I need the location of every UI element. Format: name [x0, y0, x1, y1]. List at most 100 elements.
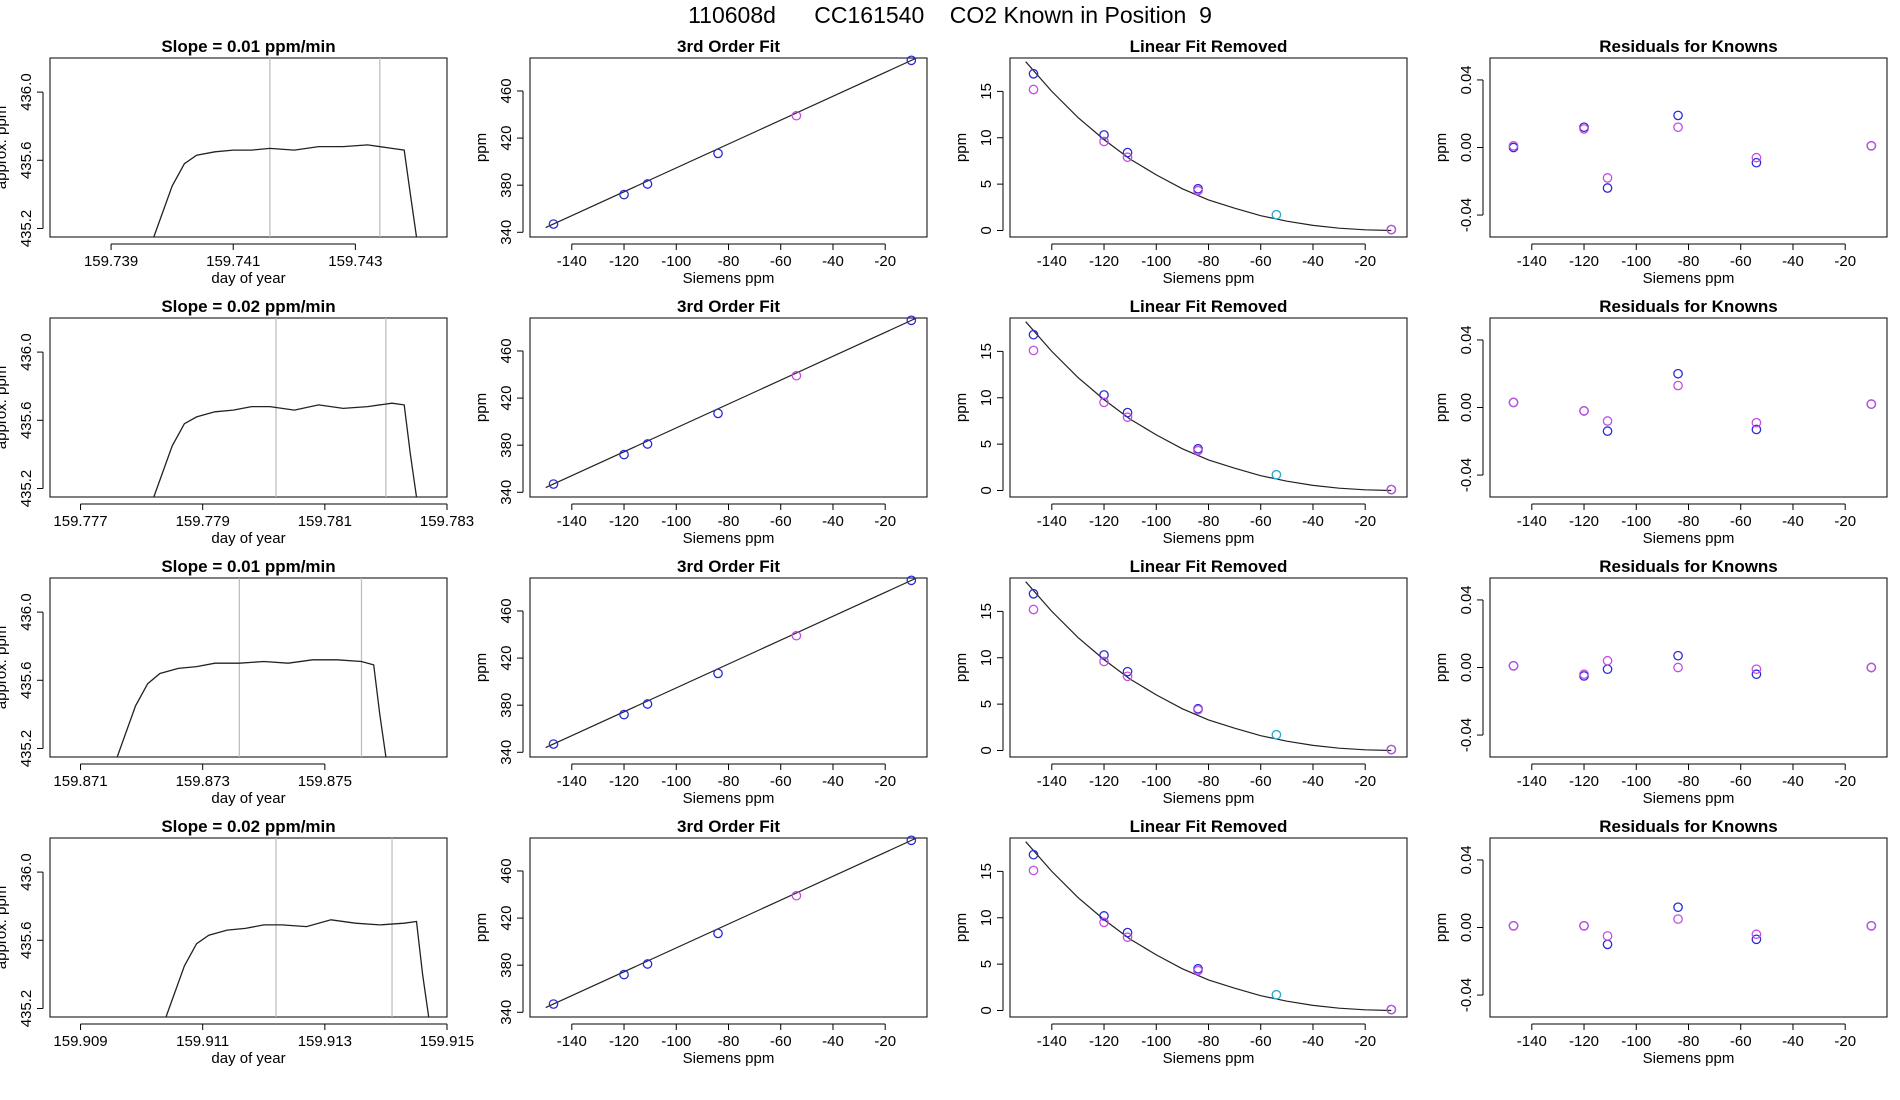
resid-1-ytick-label-0: -0.04	[1458, 198, 1475, 232]
fit-2-xtick-label-2: -100	[661, 513, 691, 530]
fit-2-ytick-label-3: 460	[498, 338, 515, 363]
resid-1-ytick-label-2: 0.04	[1458, 65, 1475, 94]
linfit-4-frame	[1009, 837, 1408, 1018]
fit-2-ylabel: ppm	[473, 393, 490, 422]
linfit-3-point-10	[1386, 744, 1397, 755]
trace-4-xtick-label-3: 159.915	[420, 1033, 474, 1050]
resid-2-xtick-label-2: -100	[1621, 513, 1651, 530]
linfit-1-xtick-label-3: -80	[1198, 253, 1220, 270]
linfit-2-ytick-label-0: 0	[978, 486, 995, 494]
resid-2-point-5	[1602, 416, 1613, 426]
linfit-3-point-3	[1099, 656, 1109, 667]
trace-4-title: Slope = 0.02 ppm/min	[161, 817, 335, 836]
resid-3-point-9	[1751, 664, 1762, 675]
linfit-2-point-8	[1271, 469, 1282, 480]
trace-4-ytick-label-2: 436.0	[18, 853, 35, 891]
fit-1-point-3	[713, 148, 723, 159]
linfit-2-fit-curve	[1025, 321, 1392, 492]
trace-4-xtick-label-0: 159.909	[53, 1033, 107, 1050]
resid-1-point-8	[1751, 157, 1762, 168]
resid-4-point-11	[1866, 920, 1877, 931]
fit-1-frame	[529, 57, 928, 238]
resid-1-title: Residuals for Knowns	[1599, 37, 1778, 56]
linfit-2-point-1	[1028, 345, 1039, 356]
linfit-4-ylabel: ppm	[953, 913, 970, 942]
linfit-1-xtick-label-0: -140	[1037, 253, 1067, 270]
fit-3-point-0	[548, 739, 559, 749]
fit-4-ytick-label-3: 460	[498, 858, 515, 883]
fit-4-xtick-label-2: -100	[661, 1033, 691, 1050]
resid-1-xtick-label-3: -80	[1678, 253, 1700, 270]
resid-1-point-6	[1673, 110, 1683, 121]
trace-1-xtick-label-0: 159.739	[84, 253, 138, 270]
resid-4-ytick-label-1: 0.00	[1458, 913, 1475, 942]
resid-1-xlabel: Siemens ppm	[1643, 270, 1735, 287]
resid-3-xlabel: Siemens ppm	[1643, 790, 1735, 807]
fit-1-xtick-label-1: -120	[609, 253, 639, 270]
trace-3-xtick-label-1: 159.873	[176, 773, 230, 790]
trace-3-series-line	[116, 659, 387, 757]
trace-3-ytick-label-0: 435.2	[18, 730, 35, 768]
fit-4-xtick-label-6: -20	[874, 1033, 896, 1050]
linfit-1-point-4	[1122, 147, 1133, 158]
fit-4-title: 3rd Order Fit	[677, 817, 780, 836]
resid-4-point-1	[1508, 920, 1519, 931]
resid-2-frame	[1489, 317, 1888, 498]
linfit-1-ytick-label-1: 5	[978, 180, 995, 188]
fit-1-xtick-label-3: -80	[718, 253, 740, 270]
page-title: 110608d CC161540 CO2 Known in Position 9	[688, 2, 1212, 28]
resid-1-point-11	[1866, 140, 1877, 151]
resid-3-xtick-label-6: -20	[1834, 773, 1856, 790]
linfit-2-ylabel: ppm	[953, 393, 970, 422]
resid-2-xtick-label-1: -120	[1569, 513, 1599, 530]
trace-1-xlabel: day of year	[211, 270, 285, 287]
resid-3-ylabel: ppm	[1433, 653, 1450, 682]
trace-4-xlabel: day of year	[211, 1050, 285, 1067]
fit-3-xtick-label-1: -120	[609, 773, 639, 790]
trace-4-ylabel: approx. ppm	[0, 886, 10, 969]
fit-4-xtick-label-1: -120	[609, 1033, 639, 1050]
linfit-3-xtick-label-1: -120	[1089, 773, 1119, 790]
resid-2-ytick-label-2: 0.04	[1458, 325, 1475, 354]
fit-3-xtick-label-4: -60	[770, 773, 792, 790]
fit-1-ytick-label-1: 380	[498, 173, 515, 198]
resid-4-point-8	[1751, 934, 1762, 945]
resid-4-frame	[1489, 837, 1888, 1018]
fit-4-point-2	[642, 959, 653, 969]
fit-1-ytick-label-2: 420	[498, 126, 515, 151]
fit-4-point-3	[713, 928, 723, 939]
resid-4-xtick-label-1: -120	[1569, 1033, 1599, 1050]
fit-2-frame	[529, 317, 928, 498]
linfit-2-xtick-label-0: -140	[1037, 513, 1067, 530]
linfit-3-frame	[1009, 577, 1408, 758]
trace-1-ytick-label-0: 435.2	[18, 210, 35, 248]
resid-4-point-5	[1602, 931, 1613, 941]
linfit-2-xtick-label-6: -20	[1354, 513, 1376, 530]
resid-4-xtick-label-6: -20	[1834, 1033, 1856, 1050]
fit-1-point-2	[642, 179, 653, 189]
fit-1-xtick-label-6: -20	[874, 253, 896, 270]
trace-2-series-line	[153, 402, 418, 497]
resid-3-point-6	[1673, 650, 1683, 661]
trace-2-ytick-label-1: 435.6	[18, 402, 35, 440]
trace-2-frame	[49, 317, 448, 498]
fit-3-point-5	[906, 575, 917, 586]
trace-3-ytick-label-2: 436.0	[18, 593, 35, 631]
linfit-4-point-3	[1099, 917, 1109, 928]
linfit-2-point-4	[1122, 407, 1133, 418]
fit-2-xtick-label-4: -60	[770, 513, 792, 530]
linfit-2-ytick-label-1: 5	[978, 440, 995, 448]
resid-4-xtick-label-2: -100	[1621, 1033, 1651, 1050]
linfit-3-xtick-label-3: -80	[1198, 773, 1220, 790]
fit-3-xtick-label-2: -100	[661, 773, 691, 790]
fit-3-point-4	[791, 630, 802, 641]
linfit-3-ytick-label-0: 0	[978, 746, 995, 754]
linfit-3-ytick-label-2: 10	[978, 649, 995, 666]
fit-2-xtick-label-5: -40	[822, 513, 844, 530]
linfit-4-title: Linear Fit Removed	[1130, 817, 1288, 836]
resid-3-xtick-label-2: -100	[1621, 773, 1651, 790]
linfit-1-xtick-label-6: -20	[1354, 253, 1376, 270]
resid-3-xtick-label-4: -60	[1730, 773, 1752, 790]
linfit-3-xtick-label-4: -60	[1250, 773, 1272, 790]
linfit-4-point-5	[1122, 932, 1133, 943]
